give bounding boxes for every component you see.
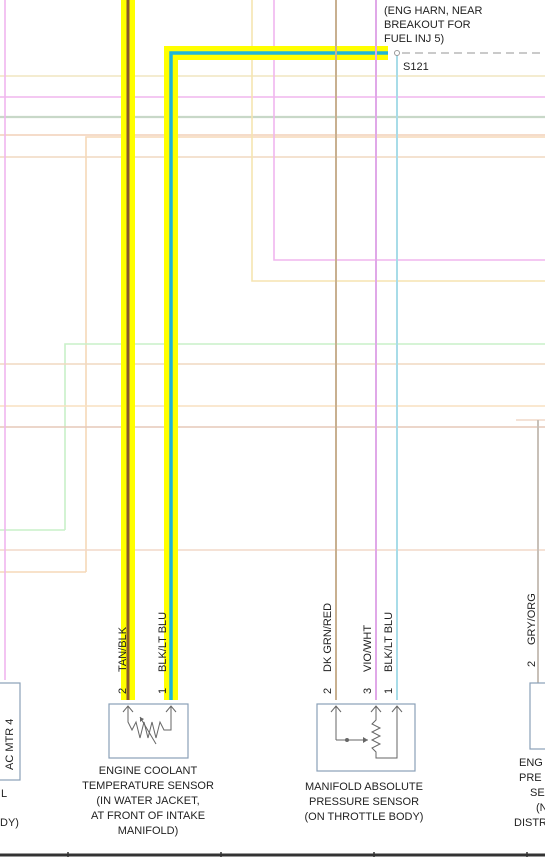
left-component-vertical-label: AC MTR 4 — [4, 719, 16, 770]
map-pin-1-wire-color: BLK/LT BLU — [383, 612, 395, 672]
right-pin-number: 2 — [526, 661, 538, 667]
ect-caption-line-3: (IN WATER JACKET, — [96, 795, 199, 807]
splice-dot[interactable] — [394, 50, 400, 56]
left-caption-fragment-1: L — [1, 788, 7, 800]
left-caption-fragment-2: DY) — [0, 817, 19, 829]
ect-caption-line-4: AT FRONT OF INTAKE — [91, 810, 205, 822]
ect-caption-line-5: MANIFOLD) — [118, 825, 179, 837]
map-pin-3-wire-color: VIO/WHT — [362, 625, 374, 672]
map-sensor-symbol[interactable] — [316, 703, 416, 772]
ect-pin-1-number: 1 — [157, 688, 169, 694]
right-caption-fragment-1: ENG — [519, 757, 543, 769]
map-caption-line-2: PRESSURE SENSOR — [309, 796, 419, 808]
map-pin-2-number: 2 — [322, 688, 334, 694]
ect-caption-line-1: ENGINE COOLANT — [99, 765, 198, 777]
map-caption-line-3: (ON THROTTLE BODY) — [305, 811, 424, 823]
splice-id: S121 — [403, 61, 429, 73]
right-sensor-partial-symbol[interactable] — [529, 682, 545, 750]
bottom-page-divider — [0, 852, 545, 857]
map-pin-2-wire-color: DK GRN/RED — [322, 603, 334, 672]
map-pin-1-number: 1 — [383, 688, 395, 694]
right-pin-wire-color: GRY/ORG — [526, 593, 538, 645]
map-caption-line-1: MANIFOLD ABSOLUTE — [305, 781, 423, 793]
splice-note-line-1: (ENG HARN, NEAR — [384, 5, 482, 17]
splice-note-line-2: BREAKOUT FOR — [384, 19, 471, 31]
ect-pin-2-number: 2 — [117, 688, 129, 694]
map-pin-3-number: 3 — [362, 688, 374, 694]
ect-pin-1-wire-color: BLK/LT BLU — [157, 612, 169, 672]
tan-blk-highlighted-wire[interactable] — [121, 0, 135, 700]
left-component-partial-symbol[interactable] — [0, 682, 21, 781]
ect-caption-line-2: TEMPERATURE SENSOR — [82, 780, 214, 792]
ect-sensor-symbol[interactable] — [108, 703, 189, 759]
right-caption-fragment-2: PRE — [519, 772, 542, 784]
blk-lt-blu-highlighted-wire[interactable] — [164, 46, 388, 700]
right-caption-fragment-3: SE — [530, 787, 545, 799]
ect-pin-2-wire-color: TAN/BLK — [117, 626, 129, 672]
splice-note-line-3: FUEL INJ 5) — [384, 33, 444, 45]
right-caption-fragment-5: DISTR — [514, 817, 545, 829]
background-wires — [0, 0, 545, 680]
right-caption-fragment-4: (N — [536, 802, 545, 814]
